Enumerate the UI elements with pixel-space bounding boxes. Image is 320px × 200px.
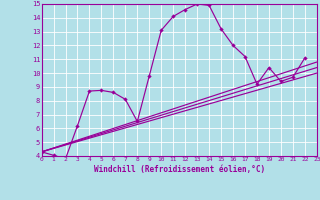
X-axis label: Windchill (Refroidissement éolien,°C): Windchill (Refroidissement éolien,°C) <box>94 165 265 174</box>
